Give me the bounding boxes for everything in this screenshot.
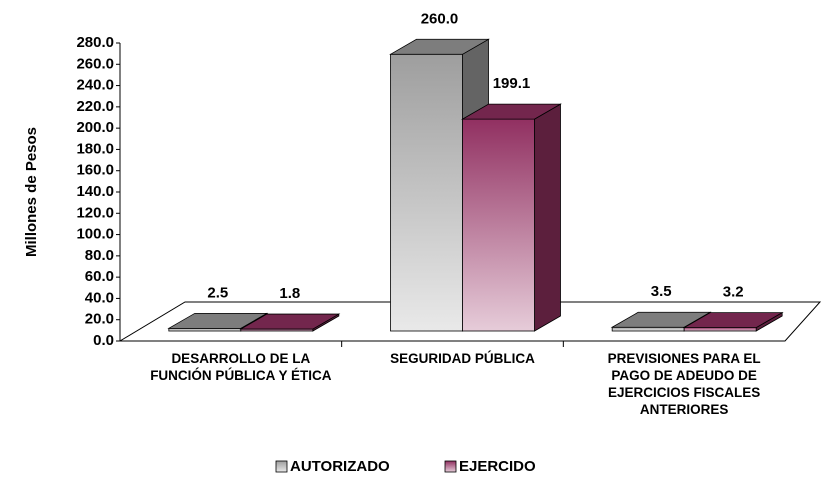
legend-label: AUTORIZADO — [290, 458, 390, 475]
bar — [462, 118, 535, 332]
bar — [390, 53, 463, 332]
bar — [611, 326, 685, 332]
bar-top — [461, 103, 562, 120]
x-tick-label: DESARROLLO DE LA FUNCIÓN PÚBLICA Y ÉTICA — [150, 351, 332, 383]
data-label: 260.0 — [421, 10, 459, 27]
bar-top — [389, 38, 490, 55]
legend-swatch — [444, 460, 457, 473]
data-label: 3.5 — [651, 283, 672, 300]
y-tick-label: 20.0 — [85, 311, 114, 328]
y-tick-label: 280.0 — [76, 34, 114, 51]
y-tick-label: 120.0 — [76, 204, 114, 221]
x-tick-label: PREVISIONES PARA EL PAGO DE ADEUDO DE EJ… — [607, 351, 761, 417]
bar-top — [682, 312, 784, 328]
y-tick-label: 240.0 — [76, 77, 114, 94]
y-tick-label: 100.0 — [76, 226, 114, 243]
bar-top — [239, 313, 341, 330]
y-tick-label: 140.0 — [76, 183, 114, 200]
y-tick-label: 80.0 — [85, 247, 114, 264]
bar-top — [167, 312, 269, 329]
data-label: 3.2 — [723, 284, 744, 301]
y-tick-label: 60.0 — [85, 268, 114, 285]
data-label: 199.1 — [493, 75, 531, 92]
y-axis-title: Millones de Pesos — [23, 127, 40, 257]
data-label: 2.5 — [207, 284, 228, 301]
bar-side — [534, 103, 561, 332]
legend-swatch — [275, 460, 288, 473]
y-tick-label: 200.0 — [76, 119, 114, 136]
y-tick-label: 0.0 — [93, 332, 114, 349]
y-tick-label: 260.0 — [76, 55, 114, 72]
y-tick-label: 160.0 — [76, 162, 114, 179]
x-tick-label: SEGURIDAD PÚBLICA — [390, 351, 535, 366]
data-label: 1.8 — [279, 285, 300, 302]
y-tick-label: 180.0 — [76, 140, 114, 157]
y-tick-label: 220.0 — [76, 98, 114, 115]
legend-label: EJERCIDO — [459, 458, 536, 475]
y-tick-label: 40.0 — [85, 289, 114, 306]
bar — [683, 327, 757, 332]
